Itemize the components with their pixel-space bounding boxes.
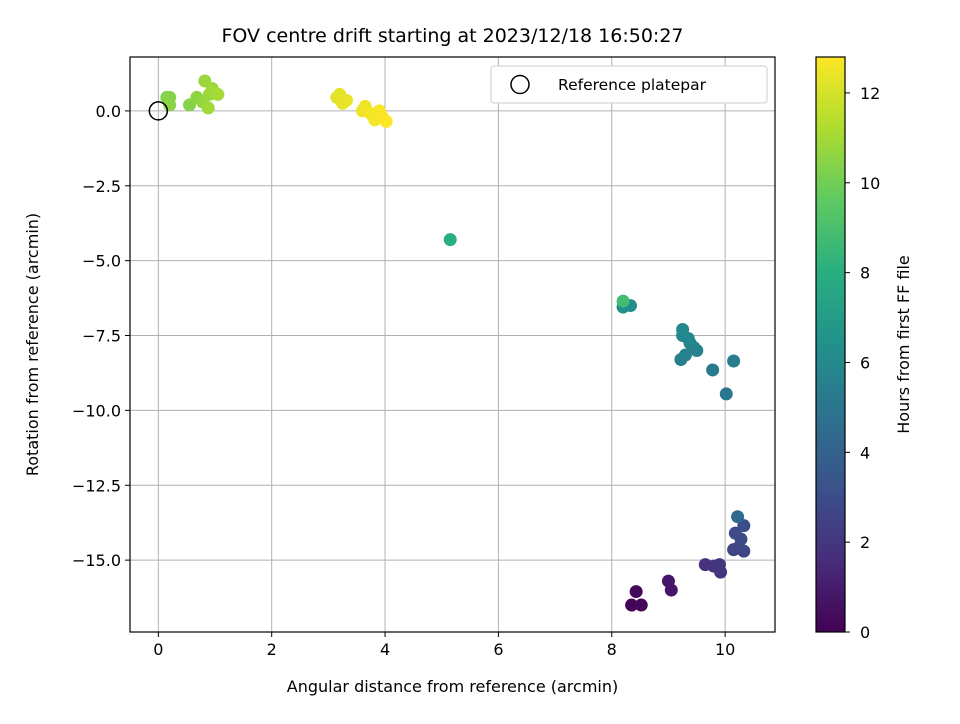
x-tick-label: 0 — [153, 640, 163, 659]
colorbar-tick-label: 0 — [860, 623, 870, 642]
data-point — [664, 583, 678, 597]
data-point — [727, 354, 741, 368]
data-point — [443, 233, 457, 247]
data-points — [160, 74, 751, 612]
data-point — [678, 348, 692, 362]
data-point — [737, 544, 751, 558]
y-axis-label: Rotation from reference (arcmin) — [23, 213, 42, 476]
data-point — [728, 526, 742, 540]
y-tick-label: −5.0 — [82, 252, 121, 271]
y-tick-label: −7.5 — [82, 327, 121, 346]
y-tick-label: −12.5 — [72, 476, 121, 495]
y-tick-label: 0.0 — [96, 102, 121, 121]
colorbar-tick-label: 2 — [860, 533, 870, 552]
colorbar-frame — [815, 56, 846, 633]
colorbar-tick-label: 6 — [860, 353, 870, 372]
x-tick-label: 4 — [380, 640, 390, 659]
data-point — [379, 114, 393, 128]
legend-box — [490, 65, 768, 104]
y-axis-ticks: 0.0 −2.5 −5.0 −7.5 −10.0 −12.5 −15.0 — [72, 102, 130, 570]
grid-lines — [130, 57, 775, 632]
legend: Reference platepar — [490, 65, 768, 104]
colorbar-label: Hours from first FF file — [894, 255, 913, 434]
x-axis-ticks: 0 2 4 6 8 10 — [153, 632, 735, 659]
data-point — [211, 87, 225, 101]
colorbar-gradient — [816, 57, 845, 632]
colorbar-ticks: 0 2 4 6 8 10 12 — [845, 84, 880, 642]
x-tick-label: 10 — [715, 640, 735, 659]
y-tick-label: −10.0 — [72, 401, 121, 420]
chart-title: FOV centre drift starting at 2023/12/18 … — [221, 25, 683, 47]
data-point — [625, 598, 639, 612]
data-point — [201, 101, 215, 115]
data-point — [719, 387, 733, 401]
data-point — [676, 323, 690, 337]
y-tick-label: −2.5 — [82, 177, 121, 196]
data-point — [340, 93, 354, 107]
reference-platepar-marker — [148, 101, 169, 121]
data-point — [706, 363, 720, 377]
colorbar-tick-label: 12 — [860, 84, 880, 103]
plot-background — [130, 57, 775, 632]
x-axis-label: Angular distance from reference (arcmin) — [287, 677, 618, 696]
colorbar: 0 2 4 6 8 10 12 Hours from first FF file — [815, 56, 913, 642]
x-tick-label: 8 — [607, 640, 617, 659]
legend-marker — [510, 74, 530, 95]
colorbar-tick-label: 8 — [860, 264, 870, 283]
data-point — [634, 598, 648, 612]
y-tick-label: −15.0 — [72, 551, 121, 570]
plot-frame — [129, 56, 776, 633]
data-point — [616, 294, 630, 308]
data-point — [712, 558, 726, 572]
data-point — [629, 585, 643, 599]
x-tick-label: 6 — [493, 640, 503, 659]
data-point — [731, 510, 745, 524]
legend-entry-label: Reference platepar — [558, 76, 707, 94]
colorbar-tick-label: 10 — [860, 174, 880, 193]
x-tick-label: 2 — [267, 640, 277, 659]
colorbar-tick-label: 4 — [860, 443, 870, 462]
